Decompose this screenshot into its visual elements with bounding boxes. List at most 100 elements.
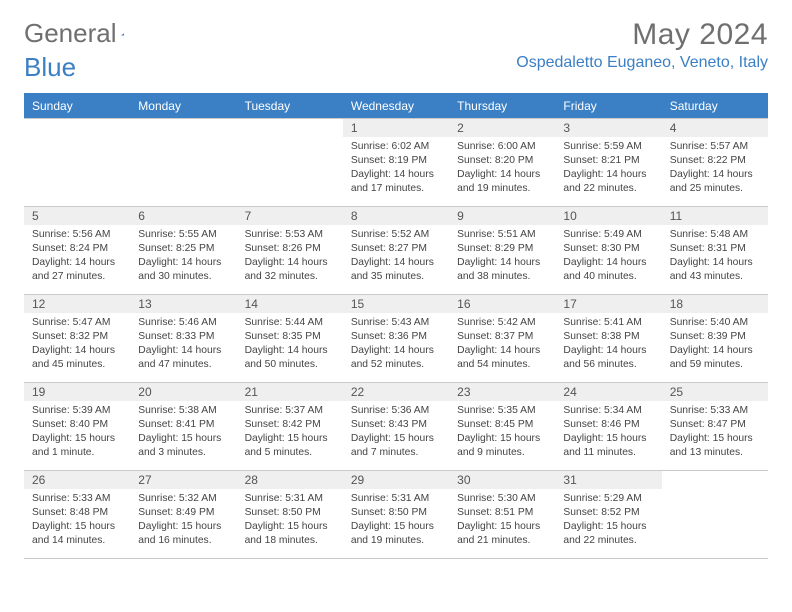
bottom-border xyxy=(24,558,768,559)
day-number: 17 xyxy=(555,295,661,313)
day-number: 28 xyxy=(237,471,343,489)
day-info: Sunrise: 5:31 AMSunset: 8:50 PMDaylight:… xyxy=(237,489,343,554)
day-info: Sunrise: 5:41 AMSunset: 8:38 PMDaylight:… xyxy=(555,313,661,378)
day-cell: 15Sunrise: 5:43 AMSunset: 8:36 PMDayligh… xyxy=(343,294,449,382)
weekday-header: Tuesday xyxy=(237,93,343,118)
day-info: Sunrise: 5:53 AMSunset: 8:26 PMDaylight:… xyxy=(237,225,343,290)
day-info: Sunrise: 5:33 AMSunset: 8:48 PMDaylight:… xyxy=(24,489,130,554)
day-number: 27 xyxy=(130,471,236,489)
day-number: 31 xyxy=(555,471,661,489)
day-cell: 2Sunrise: 6:00 AMSunset: 8:20 PMDaylight… xyxy=(449,118,555,206)
day-number: 15 xyxy=(343,295,449,313)
day-number: 13 xyxy=(130,295,236,313)
empty-cell xyxy=(237,118,343,206)
day-number: 5 xyxy=(24,207,130,225)
day-info: Sunrise: 5:51 AMSunset: 8:29 PMDaylight:… xyxy=(449,225,555,290)
day-cell: 25Sunrise: 5:33 AMSunset: 8:47 PMDayligh… xyxy=(662,382,768,470)
weekday-header: Saturday xyxy=(662,93,768,118)
day-number: 25 xyxy=(662,383,768,401)
day-info: Sunrise: 5:47 AMSunset: 8:32 PMDaylight:… xyxy=(24,313,130,378)
day-cell: 23Sunrise: 5:35 AMSunset: 8:45 PMDayligh… xyxy=(449,382,555,470)
day-number: 7 xyxy=(237,207,343,225)
day-cell: 26Sunrise: 5:33 AMSunset: 8:48 PMDayligh… xyxy=(24,470,130,558)
day-info: Sunrise: 6:00 AMSunset: 8:20 PMDaylight:… xyxy=(449,137,555,202)
day-cell: 17Sunrise: 5:41 AMSunset: 8:38 PMDayligh… xyxy=(555,294,661,382)
day-info: Sunrise: 5:48 AMSunset: 8:31 PMDaylight:… xyxy=(662,225,768,290)
day-cell: 19Sunrise: 5:39 AMSunset: 8:40 PMDayligh… xyxy=(24,382,130,470)
day-number: 10 xyxy=(555,207,661,225)
day-cell: 24Sunrise: 5:34 AMSunset: 8:46 PMDayligh… xyxy=(555,382,661,470)
day-info: Sunrise: 5:38 AMSunset: 8:41 PMDaylight:… xyxy=(130,401,236,466)
day-number: 11 xyxy=(662,207,768,225)
day-number: 23 xyxy=(449,383,555,401)
logo-text-2: Blue xyxy=(24,52,76,83)
day-info: Sunrise: 5:39 AMSunset: 8:40 PMDaylight:… xyxy=(24,401,130,466)
day-info: Sunrise: 5:30 AMSunset: 8:51 PMDaylight:… xyxy=(449,489,555,554)
day-cell: 22Sunrise: 5:36 AMSunset: 8:43 PMDayligh… xyxy=(343,382,449,470)
day-cell: 18Sunrise: 5:40 AMSunset: 8:39 PMDayligh… xyxy=(662,294,768,382)
empty-cell xyxy=(130,118,236,206)
weekday-header: Wednesday xyxy=(343,93,449,118)
logo-text-1: General xyxy=(24,18,117,49)
logo: General xyxy=(24,18,147,49)
day-number: 21 xyxy=(237,383,343,401)
day-info: Sunrise: 5:57 AMSunset: 8:22 PMDaylight:… xyxy=(662,137,768,202)
day-number: 22 xyxy=(343,383,449,401)
day-cell: 4Sunrise: 5:57 AMSunset: 8:22 PMDaylight… xyxy=(662,118,768,206)
day-cell: 6Sunrise: 5:55 AMSunset: 8:25 PMDaylight… xyxy=(130,206,236,294)
day-info: Sunrise: 5:55 AMSunset: 8:25 PMDaylight:… xyxy=(130,225,236,290)
day-info: Sunrise: 5:36 AMSunset: 8:43 PMDaylight:… xyxy=(343,401,449,466)
day-cell: 16Sunrise: 5:42 AMSunset: 8:37 PMDayligh… xyxy=(449,294,555,382)
weekday-header: Sunday xyxy=(24,93,130,118)
day-number: 24 xyxy=(555,383,661,401)
day-info: Sunrise: 5:35 AMSunset: 8:45 PMDaylight:… xyxy=(449,401,555,466)
day-info: Sunrise: 5:34 AMSunset: 8:46 PMDaylight:… xyxy=(555,401,661,466)
location-text: Ospedaletto Euganeo, Veneto, Italy xyxy=(516,54,768,72)
day-info: Sunrise: 6:02 AMSunset: 8:19 PMDaylight:… xyxy=(343,137,449,202)
empty-cell xyxy=(662,470,768,558)
weekday-header: Monday xyxy=(130,93,236,118)
day-cell: 10Sunrise: 5:49 AMSunset: 8:30 PMDayligh… xyxy=(555,206,661,294)
day-number: 8 xyxy=(343,207,449,225)
day-number: 18 xyxy=(662,295,768,313)
day-info: Sunrise: 5:42 AMSunset: 8:37 PMDaylight:… xyxy=(449,313,555,378)
day-info: Sunrise: 5:33 AMSunset: 8:47 PMDaylight:… xyxy=(662,401,768,466)
day-cell: 30Sunrise: 5:30 AMSunset: 8:51 PMDayligh… xyxy=(449,470,555,558)
day-number: 20 xyxy=(130,383,236,401)
day-cell: 31Sunrise: 5:29 AMSunset: 8:52 PMDayligh… xyxy=(555,470,661,558)
day-info: Sunrise: 5:52 AMSunset: 8:27 PMDaylight:… xyxy=(343,225,449,290)
day-cell: 27Sunrise: 5:32 AMSunset: 8:49 PMDayligh… xyxy=(130,470,236,558)
day-cell: 12Sunrise: 5:47 AMSunset: 8:32 PMDayligh… xyxy=(24,294,130,382)
day-info: Sunrise: 5:46 AMSunset: 8:33 PMDaylight:… xyxy=(130,313,236,378)
day-number: 3 xyxy=(555,119,661,137)
title-block: May 2024 Ospedaletto Euganeo, Veneto, It… xyxy=(516,18,768,72)
day-cell: 7Sunrise: 5:53 AMSunset: 8:26 PMDaylight… xyxy=(237,206,343,294)
logo-triangle-icon xyxy=(121,25,125,43)
day-cell: 8Sunrise: 5:52 AMSunset: 8:27 PMDaylight… xyxy=(343,206,449,294)
day-cell: 9Sunrise: 5:51 AMSunset: 8:29 PMDaylight… xyxy=(449,206,555,294)
day-number: 12 xyxy=(24,295,130,313)
day-cell: 5Sunrise: 5:56 AMSunset: 8:24 PMDaylight… xyxy=(24,206,130,294)
day-info: Sunrise: 5:40 AMSunset: 8:39 PMDaylight:… xyxy=(662,313,768,378)
weekday-header: Thursday xyxy=(449,93,555,118)
day-info: Sunrise: 5:56 AMSunset: 8:24 PMDaylight:… xyxy=(24,225,130,290)
day-cell: 13Sunrise: 5:46 AMSunset: 8:33 PMDayligh… xyxy=(130,294,236,382)
day-info: Sunrise: 5:31 AMSunset: 8:50 PMDaylight:… xyxy=(343,489,449,554)
day-cell: 20Sunrise: 5:38 AMSunset: 8:41 PMDayligh… xyxy=(130,382,236,470)
day-cell: 1Sunrise: 6:02 AMSunset: 8:19 PMDaylight… xyxy=(343,118,449,206)
day-cell: 11Sunrise: 5:48 AMSunset: 8:31 PMDayligh… xyxy=(662,206,768,294)
day-number: 2 xyxy=(449,119,555,137)
day-number: 26 xyxy=(24,471,130,489)
day-number: 29 xyxy=(343,471,449,489)
day-info: Sunrise: 5:49 AMSunset: 8:30 PMDaylight:… xyxy=(555,225,661,290)
day-number: 16 xyxy=(449,295,555,313)
weekday-header: Friday xyxy=(555,93,661,118)
day-number: 19 xyxy=(24,383,130,401)
day-info: Sunrise: 5:59 AMSunset: 8:21 PMDaylight:… xyxy=(555,137,661,202)
day-info: Sunrise: 5:32 AMSunset: 8:49 PMDaylight:… xyxy=(130,489,236,554)
day-cell: 28Sunrise: 5:31 AMSunset: 8:50 PMDayligh… xyxy=(237,470,343,558)
day-info: Sunrise: 5:44 AMSunset: 8:35 PMDaylight:… xyxy=(237,313,343,378)
calendar-grid: SundayMondayTuesdayWednesdayThursdayFrid… xyxy=(24,93,768,559)
day-info: Sunrise: 5:37 AMSunset: 8:42 PMDaylight:… xyxy=(237,401,343,466)
day-info: Sunrise: 5:43 AMSunset: 8:36 PMDaylight:… xyxy=(343,313,449,378)
